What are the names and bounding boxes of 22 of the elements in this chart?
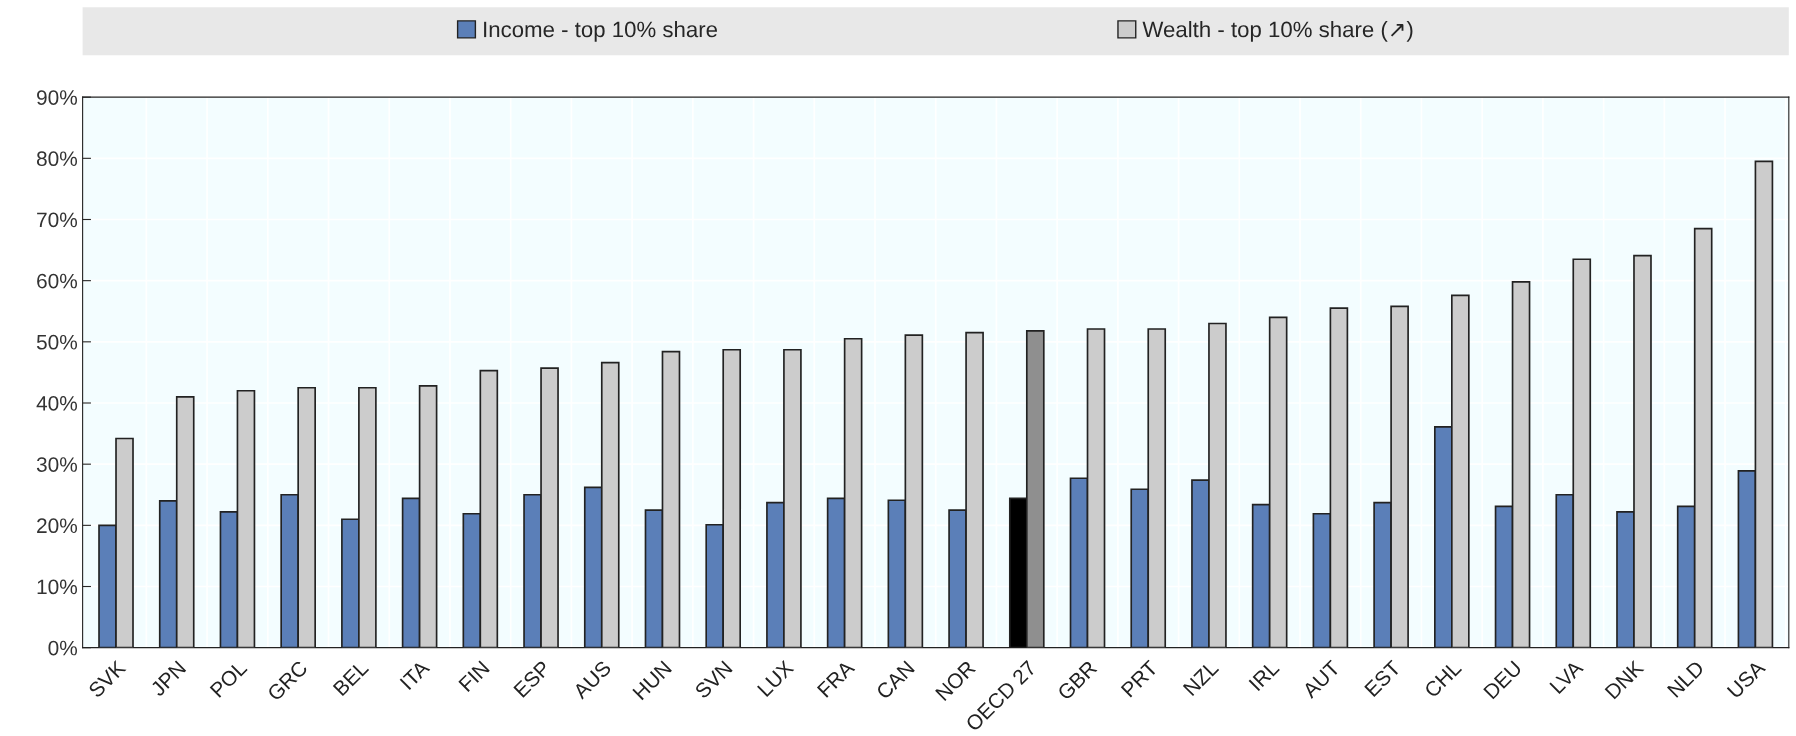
y-tick-label: 80%	[36, 151, 78, 167]
legend-label: Wealth - top 10% share (↗)	[1142, 20, 1413, 42]
y-tick-label: 60%	[37, 273, 78, 289]
x-tick-label: POL	[209, 659, 248, 698]
y-tick-label: 20%	[37, 518, 78, 534]
x-tick-label: NZL	[1182, 659, 1220, 697]
x-tick-label: CHL	[1423, 659, 1463, 699]
x-tick-label: ITA	[399, 659, 431, 690]
y-tick-label: 30%	[36, 457, 78, 472]
x-tick-label: USA	[1726, 659, 1767, 699]
legend-label: Income - top 10% share	[484, 20, 717, 42]
x-tick-label: FIN	[458, 660, 490, 692]
x-tick-label: LVA	[1549, 659, 1584, 694]
x-tick-label: IRL	[1248, 659, 1280, 692]
y-tick-label: 50%	[36, 334, 78, 350]
x-tick-label: BEL	[332, 659, 370, 697]
y-tick-label: 0%	[48, 640, 78, 656]
x-tick-label: FRA	[816, 659, 856, 698]
y-tick-label: 70%	[37, 212, 78, 228]
y-tick-label: 90%	[37, 90, 78, 105]
y-tick-label: 40%	[36, 396, 78, 411]
y-tick-label: 10%	[37, 579, 78, 595]
